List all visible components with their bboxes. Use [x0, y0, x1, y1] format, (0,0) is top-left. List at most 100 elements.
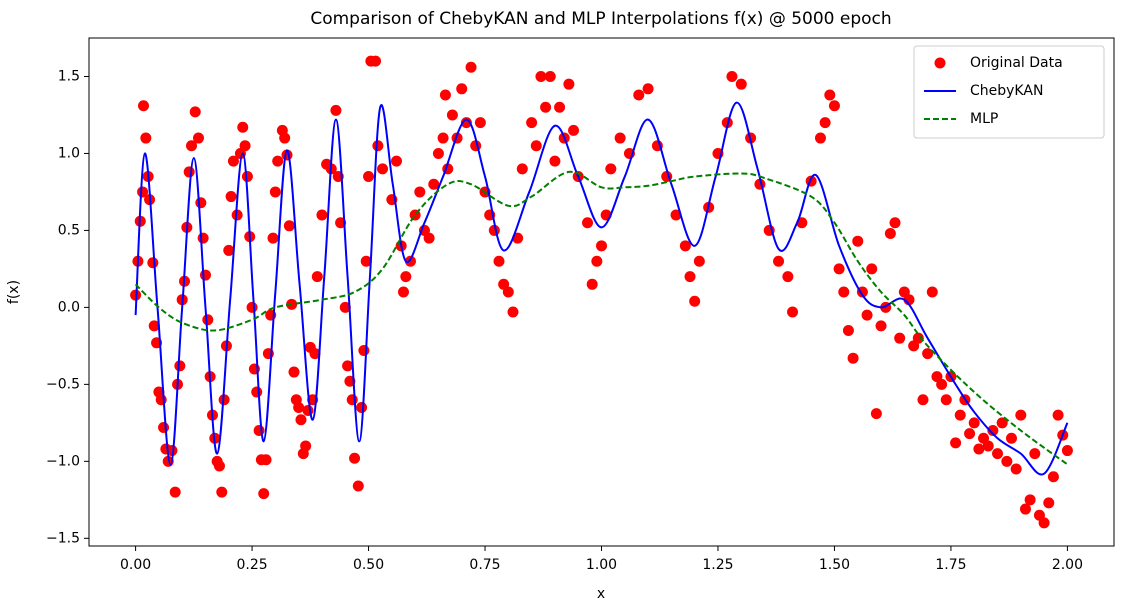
- data-point: [251, 386, 263, 398]
- data-point: [568, 124, 580, 136]
- data-point: [828, 100, 840, 112]
- data-point: [391, 155, 402, 167]
- data-point: [432, 147, 444, 159]
- data-point: [787, 306, 799, 318]
- data-point: [356, 401, 368, 413]
- data-point: [428, 178, 440, 190]
- data-point: [526, 117, 538, 129]
- data-point: [614, 132, 626, 144]
- data-point: [982, 440, 994, 452]
- data-point: [1024, 494, 1036, 506]
- x-tick-label: 1.75: [935, 557, 966, 573]
- data-point: [842, 324, 854, 336]
- data-point: [192, 132, 204, 144]
- data-point: [372, 140, 384, 152]
- data-point: [423, 232, 435, 244]
- data-point: [516, 163, 528, 175]
- data-point: [782, 271, 794, 283]
- data-point: [544, 70, 556, 82]
- data-point: [735, 78, 747, 90]
- data-point: [992, 448, 1004, 460]
- data-point: [202, 314, 214, 326]
- data-point: [137, 186, 149, 198]
- data-point: [875, 320, 887, 332]
- data-point: [140, 132, 152, 144]
- y-tick-label: −1.5: [46, 530, 80, 546]
- data-point: [950, 437, 962, 449]
- data-point: [870, 408, 882, 420]
- line: [134, 170, 1068, 466]
- data-point: [1047, 471, 1059, 483]
- data-point: [582, 217, 594, 229]
- data-point: [311, 271, 323, 283]
- x-tick-label: 1.00: [586, 557, 617, 573]
- data-point: [554, 101, 566, 113]
- x-tick-label: 2.00: [1052, 557, 1083, 573]
- data-point: [968, 417, 980, 429]
- y-tick-label: 1.0: [58, 145, 80, 161]
- data-point: [987, 425, 999, 437]
- data-point: [260, 454, 272, 466]
- data-point: [195, 197, 207, 209]
- data-point: [530, 140, 542, 152]
- data-point: [272, 155, 284, 167]
- data-point: [926, 286, 938, 298]
- data-point: [358, 344, 370, 356]
- data-point: [166, 445, 178, 457]
- data-point: [689, 295, 701, 307]
- y-tick-label: −0.5: [46, 376, 80, 392]
- data-point: [679, 240, 691, 252]
- data-point: [1038, 517, 1050, 529]
- data-point: [199, 269, 211, 281]
- data-point: [138, 100, 150, 112]
- chart-title: Comparison of ChebyKAN and MLP Interpola…: [310, 9, 891, 29]
- y-tick-label: 0.0: [58, 299, 80, 315]
- data-point: [241, 171, 253, 183]
- data-point: [936, 378, 948, 390]
- data-point: [269, 186, 281, 198]
- data-point: [973, 443, 985, 455]
- legend-marker: [934, 57, 946, 69]
- data-point: [684, 271, 696, 283]
- data-point: [227, 155, 239, 167]
- data-point: [996, 417, 1008, 429]
- data-point: [586, 278, 598, 290]
- data-point: [295, 414, 307, 426]
- data-point: [225, 191, 237, 203]
- data-point: [309, 348, 321, 360]
- data-point: [474, 117, 486, 129]
- plot-frame: [88, 37, 1115, 547]
- data-point: [465, 61, 477, 73]
- data-point: [397, 286, 409, 298]
- data-point: [1010, 463, 1022, 475]
- x-tick-label: 0.50: [353, 557, 384, 573]
- data-point: [964, 428, 976, 440]
- data-point: [246, 301, 258, 313]
- data-point: [147, 257, 159, 269]
- data-point: [605, 163, 617, 175]
- data-point: [330, 104, 342, 116]
- y-tick-label: −1.0: [46, 453, 80, 469]
- data-point: [293, 401, 305, 413]
- data-point: [1061, 445, 1073, 457]
- data-point: [1043, 497, 1055, 509]
- data-point: [213, 460, 225, 472]
- x-tick-label: 0.00: [120, 557, 151, 573]
- data-point: [884, 228, 896, 240]
- data-point: [155, 394, 167, 406]
- data-point: [814, 132, 826, 144]
- data-point: [693, 255, 705, 267]
- data-point: [169, 486, 181, 498]
- data-point: [861, 309, 873, 321]
- data-point: [346, 394, 358, 406]
- data-point: [460, 117, 472, 129]
- data-point: [502, 286, 514, 298]
- data-point: [838, 286, 850, 298]
- data-point: [183, 166, 195, 178]
- data-point: [216, 486, 228, 498]
- data-point: [352, 480, 364, 492]
- data-point: [404, 255, 416, 267]
- data-point: [258, 488, 270, 500]
- data-point: [223, 244, 235, 256]
- data-point: [507, 306, 519, 318]
